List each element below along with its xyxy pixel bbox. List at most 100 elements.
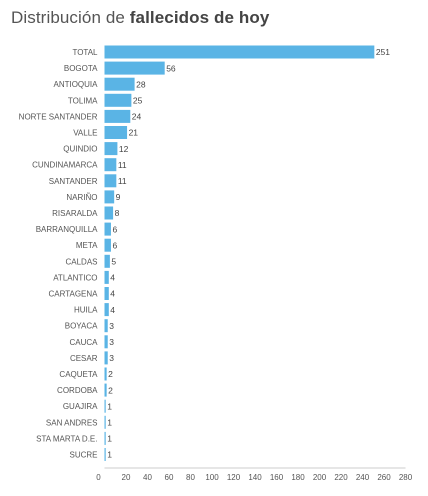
value-label-cartagena: 4 (110, 289, 115, 299)
bar-tolima (104, 93, 132, 107)
category-labels: TOTAL BOGOTA ANTIOQUIA TOLIMA NORTE SANTANDE… (19, 48, 98, 460)
category-label-cesar: CESAR (70, 354, 98, 363)
chart-title: Distribución de fallecidos de hoy (11, 8, 269, 28)
x-tick-label-240: 240 (356, 473, 370, 482)
category-label-huila: HUILA (74, 306, 98, 315)
bar-cordoba (104, 383, 107, 397)
x-tick-label-40: 40 (143, 473, 152, 482)
category-label-meta: META (76, 241, 98, 250)
x-tick-label-80: 80 (186, 473, 195, 482)
x-tick-label-220: 220 (334, 473, 348, 482)
value-label-huila: 4 (110, 305, 115, 315)
category-label-total: TOTAL (72, 48, 98, 57)
bar-meta (104, 238, 111, 252)
bar-atlantico (104, 270, 109, 284)
x-tick-label-180: 180 (291, 473, 305, 482)
x-tick-label-260: 260 (377, 473, 391, 482)
category-label-valle: VALLE (73, 129, 97, 138)
bar-santander (104, 174, 117, 188)
value-label-narino: 9 (116, 192, 121, 202)
bar-barranquilla (104, 222, 111, 236)
category-label-norte-santander: NORTE SANTANDER (19, 112, 98, 121)
x-tick-label-200: 200 (313, 473, 327, 482)
bar-caldas (104, 254, 110, 268)
bar-cauca (104, 335, 108, 349)
bar-norte-santander (104, 109, 131, 123)
value-label-risaralda: 8 (115, 208, 120, 218)
bar-risaralda (104, 206, 114, 220)
bar-boyaca (104, 319, 108, 333)
category-label-cartagena: CARTAGENA (48, 290, 98, 299)
value-label-boyaca: 3 (109, 321, 114, 331)
x-tick-label-120: 120 (227, 473, 241, 482)
category-label-quindio: QUINDIO (63, 145, 97, 154)
bar-cartagena (104, 287, 109, 300)
bar-narino (104, 190, 115, 204)
x-tick-label-140: 140 (248, 473, 262, 482)
value-label-caldas: 5 (111, 257, 116, 267)
category-label-guajira: GUAJIRA (63, 402, 98, 411)
value-label-barranquilla: 6 (112, 224, 117, 234)
x-tick-label-0: 0 (96, 473, 101, 482)
category-label-narino: NARIÑO (66, 193, 97, 202)
bar-antioquia (104, 77, 135, 91)
value-label-cesar: 3 (109, 353, 114, 363)
bar-guajira (104, 399, 106, 413)
category-label-sta-marta-d-e: STA MARTA D.E. (36, 434, 97, 443)
bar-huila (104, 303, 109, 317)
bar-caqueta (104, 367, 107, 381)
category-label-barranquilla: BARRANQUILLA (36, 225, 98, 234)
category-label-bogota: BOGOTA (64, 64, 98, 73)
value-label-bogota: 56 (166, 63, 176, 73)
value-label-cauca: 3 (109, 337, 114, 347)
x-tick-label-100: 100 (205, 473, 219, 482)
x-tick-label-160: 160 (270, 473, 284, 482)
category-label-san-andres: SAN ANDRES (46, 418, 98, 427)
value-label-quindio: 12 (119, 144, 129, 154)
bar-total (104, 45, 375, 59)
bar-sta-marta-d-e (104, 431, 106, 445)
value-label-atlantico: 4 (110, 273, 115, 283)
value-label-norte-santander: 24 (132, 112, 142, 122)
x-tick-label-280: 280 (399, 473, 413, 482)
value-label-valle: 21 (129, 128, 139, 138)
bar-sucre (104, 448, 106, 461)
value-label-cordoba: 2 (108, 385, 113, 395)
value-label-guajira: 1 (107, 401, 112, 411)
category-label-cordoba: CORDOBA (57, 386, 98, 395)
category-label-tolima: TOLIMA (68, 96, 98, 105)
bar-quindio (104, 142, 118, 156)
value-label-total: 251 (376, 47, 390, 57)
bar-cundinamarca (104, 158, 117, 172)
category-label-cauca: CAUCA (69, 338, 98, 347)
x-tick-label-20: 20 (122, 473, 131, 482)
x-tick-label-60: 60 (165, 473, 174, 482)
category-label-caqueta: CAQUETA (59, 370, 98, 379)
value-label-tolima: 25 (133, 96, 143, 106)
chart-title-prefix: Distribución de (11, 8, 125, 27)
value-label-sta-marta-d-e: 1 (107, 434, 112, 444)
chart-title-bold: fallecidos de hoy (129, 8, 270, 27)
category-label-boyaca: BOYACA (65, 322, 98, 331)
category-label-caldas: CALDAS (65, 257, 97, 266)
value-label-san-andres: 1 (107, 418, 112, 428)
category-label-antioquia: ANTIOQUIA (53, 80, 98, 89)
value-label-meta: 6 (112, 240, 117, 250)
bars-layer (104, 45, 375, 461)
category-label-cundinamarca: CUNDINAMARCA (32, 161, 98, 170)
category-label-sucre: SUCRE (69, 451, 97, 460)
bar-valle (104, 126, 128, 139)
category-label-atlantico: ATLANTICO (53, 273, 97, 282)
value-label-sucre: 1 (107, 450, 112, 460)
value-label-caqueta: 2 (108, 369, 113, 379)
category-label-risaralda: RISARALDA (52, 209, 98, 218)
value-label-santander: 11 (118, 176, 127, 186)
x-axis-ticks: 0 20 40 60 80 100 120 140 160 180 200 220 240 260 280 (96, 473, 412, 482)
bar-san-andres (104, 415, 106, 429)
value-label-cundinamarca: 11 (118, 160, 127, 170)
category-label-santander: SANTANDER (49, 177, 98, 186)
value-label-antioquia: 28 (136, 79, 146, 89)
bar-bogota (104, 61, 165, 75)
